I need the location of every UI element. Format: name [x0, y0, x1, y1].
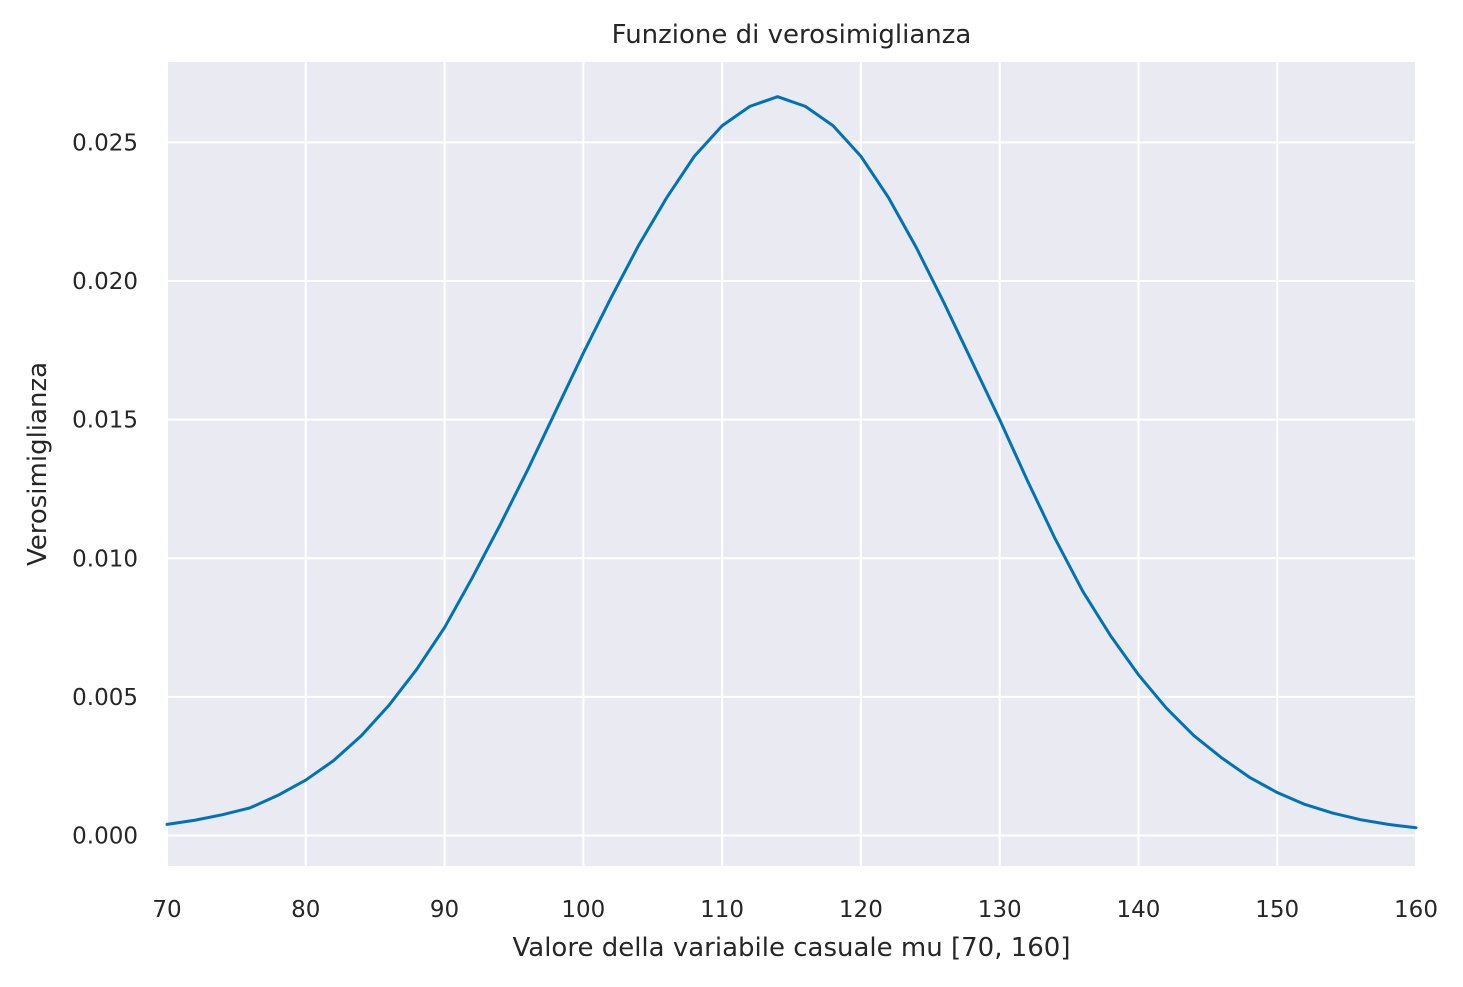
x-tick-label: 90 [430, 897, 459, 923]
x-tick-labels: 70 80 90 100 110 120 130 140 150 160 [152, 897, 1438, 923]
x-tick-label: 70 [152, 897, 181, 923]
plot-background [167, 62, 1416, 866]
x-tick-label: 110 [700, 897, 744, 923]
y-tick-labels: 0.000 0.005 0.010 0.015 0.020 0.025 [72, 130, 138, 849]
x-tick-label: 150 [1255, 897, 1299, 923]
x-tick-label: 130 [978, 897, 1022, 923]
x-axis-label: Valore della variabile casuale mu [70, 1… [513, 933, 1071, 963]
grid-lines [166, 62, 1417, 866]
x-tick-label: 120 [839, 897, 883, 923]
y-tick-label: 0.010 [72, 546, 138, 572]
y-tick-label: 0.015 [72, 408, 138, 434]
y-tick-label: 0.025 [72, 130, 138, 156]
y-tick-label: 0.005 [72, 685, 138, 711]
likelihood-curve [165, 95, 1418, 830]
y-tick-label: 0.000 [72, 824, 138, 850]
chart-title: Funzione di verosimiglianza [612, 20, 972, 50]
y-axis-label: Verosimiglianza [23, 362, 53, 566]
x-tick-label: 160 [1394, 897, 1438, 923]
x-tick-label: 100 [561, 897, 605, 923]
x-tick-label: 140 [1116, 897, 1160, 923]
x-tick-label: 80 [291, 897, 320, 923]
y-tick-label: 0.020 [72, 269, 138, 295]
